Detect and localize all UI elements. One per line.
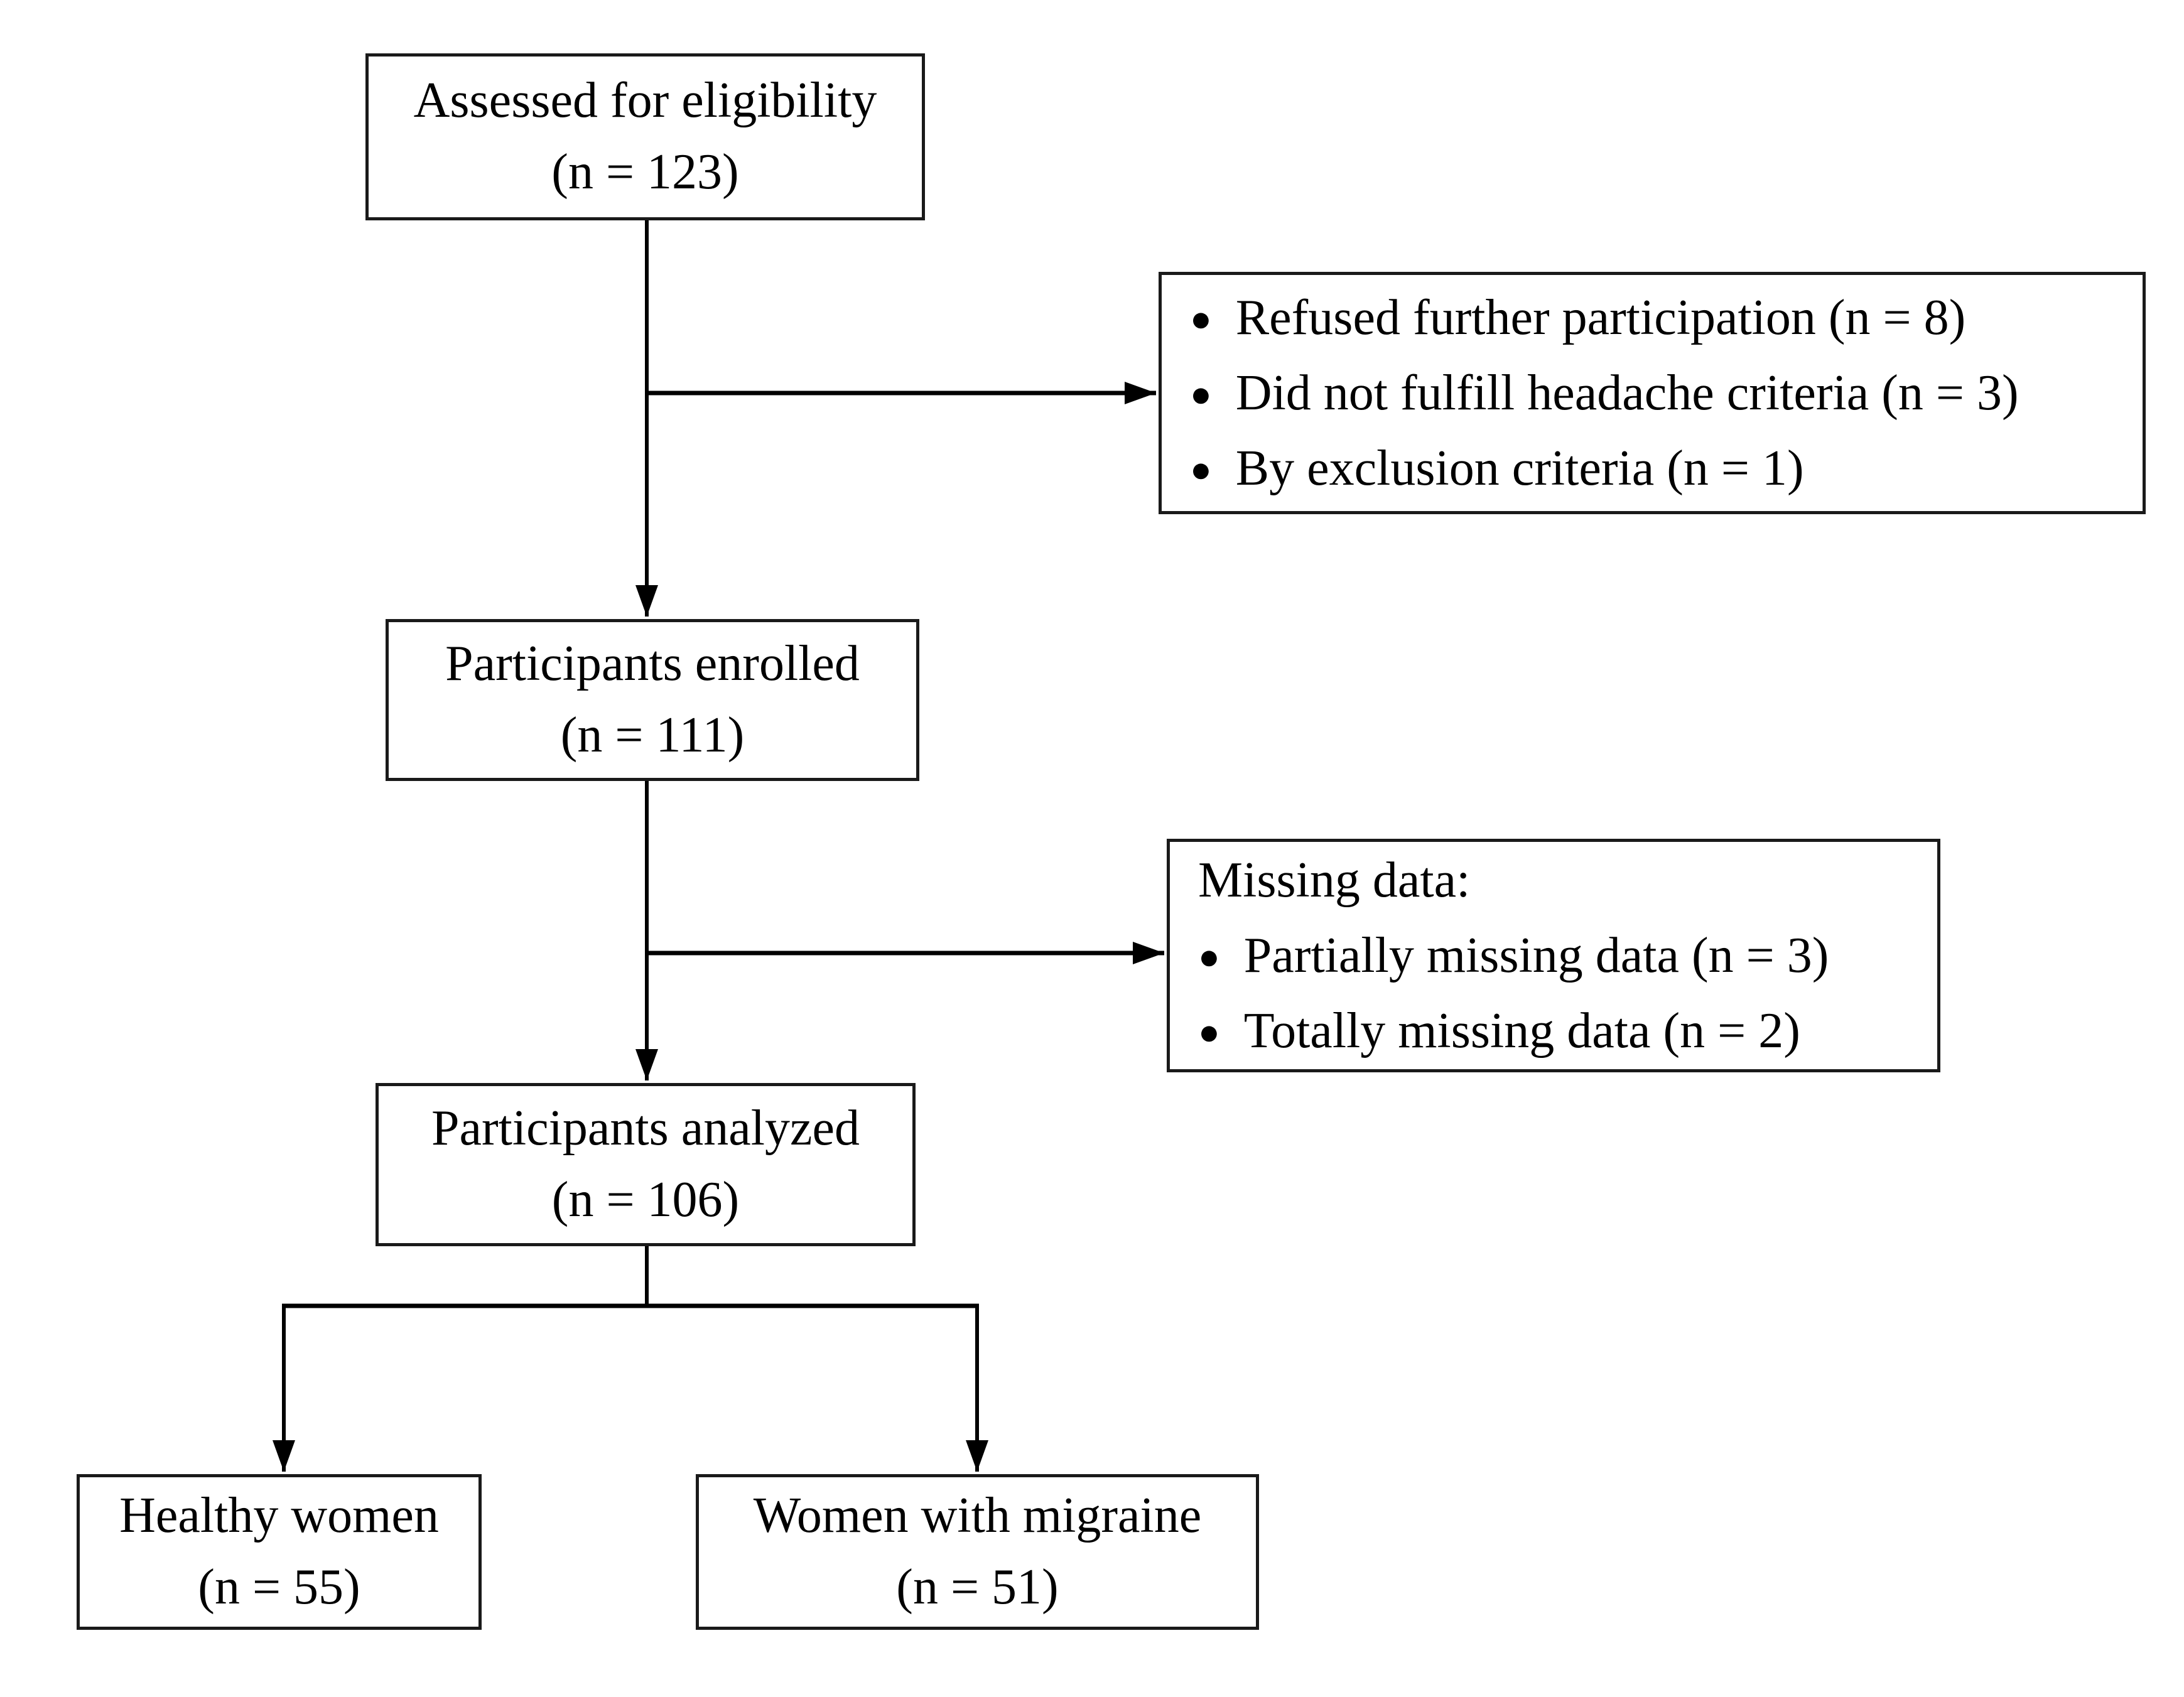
box-count: (n = 111) — [560, 708, 745, 763]
box-participants-analyzed: Participants analyzed (n = 106) — [376, 1083, 916, 1246]
list-item-text: Did not fulfill headache criteria (n = 3… — [1235, 365, 2019, 421]
list-item: ● Partially missing data (n = 3) — [1198, 918, 1909, 993]
bullet-icon: ● — [1190, 375, 1212, 415]
box-title: Healthy women — [119, 1488, 439, 1544]
box-count: (n = 55) — [198, 1560, 360, 1615]
box-participants-enrolled: Participants enrolled (n = 111) — [386, 619, 919, 781]
box-excluded-reasons: ● Refused further participation (n = 8) … — [1159, 272, 2146, 514]
box-women-with-migraine: Women with migraine (n = 51) — [696, 1474, 1259, 1630]
list-item-text: Totally missing data (n = 2) — [1243, 1003, 1800, 1059]
box-title: Assessed for eligibility — [413, 73, 877, 129]
box-title: Women with migraine — [753, 1488, 1202, 1544]
list-item: ● Totally missing data (n = 2) — [1198, 993, 1909, 1069]
box-title: Participants analyzed — [431, 1101, 860, 1156]
list-item: ● Refused further participation (n = 8) — [1190, 280, 2114, 355]
list-item-text: Partially missing data (n = 3) — [1243, 928, 1829, 983]
list-item: ● By exclusion criteria (n = 1) — [1190, 431, 2114, 506]
box-assessed-eligibility: Assessed for eligibility (n = 123) — [365, 53, 925, 220]
bullet-icon: ● — [1190, 450, 1212, 490]
list-item-text: Refused further participation (n = 8) — [1235, 290, 1966, 345]
bullet-icon: ● — [1190, 299, 1212, 340]
box-count: (n = 51) — [896, 1560, 1059, 1615]
box-title: Participants enrolled — [445, 636, 860, 692]
box-count: (n = 123) — [551, 144, 739, 200]
list-item-text: By exclusion criteria (n = 1) — [1235, 441, 1804, 496]
box-missing-data: Missing data: ● Partially missing data (… — [1167, 839, 1940, 1072]
box-count: (n = 106) — [551, 1172, 740, 1227]
bullet-icon: ● — [1198, 937, 1220, 978]
list-item: ● Did not fulfill headache criteria (n =… — [1190, 355, 2114, 431]
bullet-icon: ● — [1198, 1013, 1220, 1053]
missing-data-heading: Missing data: — [1198, 853, 1471, 908]
box-healthy-women: Healthy women (n = 55) — [77, 1474, 482, 1630]
